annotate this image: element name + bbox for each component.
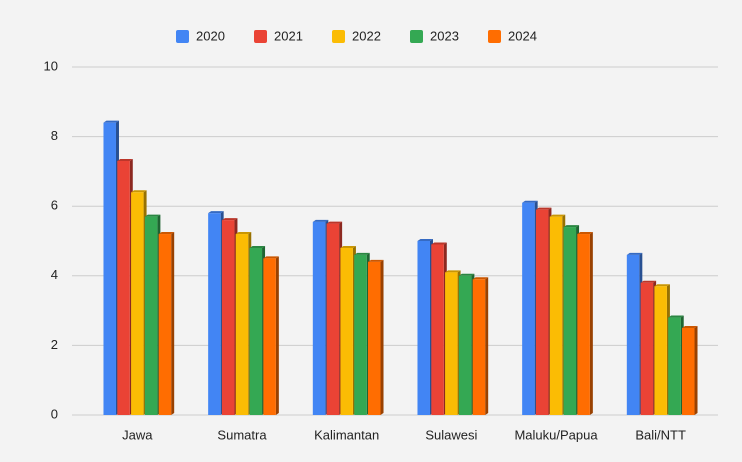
bar bbox=[368, 261, 381, 415]
bar-top bbox=[668, 315, 684, 318]
bar bbox=[326, 223, 340, 415]
bar-top bbox=[563, 225, 580, 228]
bar-side bbox=[694, 326, 698, 415]
bar-side bbox=[171, 232, 175, 415]
bar bbox=[458, 275, 472, 415]
bar bbox=[263, 258, 276, 415]
bar-top bbox=[131, 190, 147, 193]
bar bbox=[131, 192, 144, 415]
bar bbox=[144, 216, 158, 415]
bar-top bbox=[522, 200, 538, 203]
y-tick-label: 2 bbox=[51, 337, 58, 352]
bar bbox=[431, 244, 444, 415]
legend-swatch bbox=[410, 30, 423, 43]
y-tick-label: 8 bbox=[51, 128, 58, 143]
bar-side bbox=[589, 232, 593, 415]
bar bbox=[668, 317, 681, 415]
bar bbox=[235, 234, 249, 415]
bar-top bbox=[158, 232, 175, 235]
bar-top bbox=[117, 158, 133, 161]
x-tick-label: Sumatra bbox=[217, 427, 267, 442]
bar bbox=[549, 216, 563, 415]
x-tick-label: Sulawesi bbox=[425, 427, 477, 442]
bar-top bbox=[249, 245, 266, 248]
bar-top bbox=[682, 326, 698, 328]
bar bbox=[158, 234, 172, 415]
bar bbox=[312, 221, 326, 415]
bar bbox=[563, 227, 577, 415]
bar-top bbox=[458, 273, 475, 276]
bar bbox=[654, 286, 667, 415]
bar-top bbox=[549, 214, 566, 217]
bar bbox=[340, 247, 353, 415]
bar-top bbox=[340, 245, 356, 248]
legend-swatch bbox=[488, 30, 501, 43]
bar bbox=[535, 209, 549, 415]
legend-label: 2023 bbox=[430, 28, 459, 43]
bar-top bbox=[221, 218, 238, 221]
legend-swatch bbox=[332, 30, 345, 43]
bar-side bbox=[275, 256, 279, 415]
bar-top bbox=[417, 239, 433, 241]
bar-top bbox=[368, 259, 384, 262]
bar bbox=[103, 122, 116, 416]
bar bbox=[117, 160, 130, 415]
legend-label: 2021 bbox=[274, 28, 303, 43]
bar-top bbox=[103, 120, 119, 123]
bar bbox=[249, 247, 263, 415]
legend-swatch bbox=[176, 30, 189, 43]
x-tick-label: Kalimantan bbox=[314, 427, 379, 442]
bar-top bbox=[535, 207, 552, 210]
bar-top bbox=[640, 280, 657, 283]
bar-top bbox=[354, 252, 370, 255]
bar-top bbox=[144, 214, 161, 217]
y-tick-label: 6 bbox=[51, 198, 58, 213]
bar bbox=[682, 328, 695, 415]
bar bbox=[640, 282, 654, 415]
x-tick-label: Maluku/Papua bbox=[514, 427, 598, 442]
y-tick-label: 4 bbox=[51, 267, 58, 282]
bar-side bbox=[380, 259, 384, 415]
legend-label: 2020 bbox=[196, 28, 225, 43]
bar-top bbox=[445, 270, 461, 273]
bar bbox=[221, 220, 235, 415]
bar bbox=[354, 254, 367, 415]
bar-top bbox=[654, 284, 670, 287]
legend-swatch bbox=[254, 30, 267, 43]
y-tick-label: 0 bbox=[51, 406, 58, 421]
bar bbox=[522, 202, 535, 415]
bar-top bbox=[263, 256, 279, 259]
bar bbox=[472, 279, 486, 415]
bar bbox=[417, 241, 430, 415]
bar bbox=[208, 213, 221, 415]
bar-side bbox=[485, 277, 489, 415]
bar-top bbox=[326, 221, 343, 224]
y-tick-label: 10 bbox=[44, 58, 58, 73]
bar-top bbox=[626, 252, 643, 255]
legend-label: 2022 bbox=[352, 28, 381, 43]
bar-top bbox=[312, 219, 329, 222]
x-tick-label: Jawa bbox=[122, 427, 153, 442]
bar bbox=[577, 234, 590, 415]
bar-top bbox=[235, 232, 252, 235]
bar bbox=[445, 272, 458, 415]
x-tick-label: Bali/NTT bbox=[635, 427, 686, 442]
bar bbox=[626, 254, 640, 415]
legend-label: 2024 bbox=[508, 28, 537, 43]
bar-top bbox=[431, 242, 447, 245]
bar-top bbox=[577, 232, 593, 235]
bar-top bbox=[208, 211, 224, 214]
bar-top bbox=[472, 277, 489, 280]
